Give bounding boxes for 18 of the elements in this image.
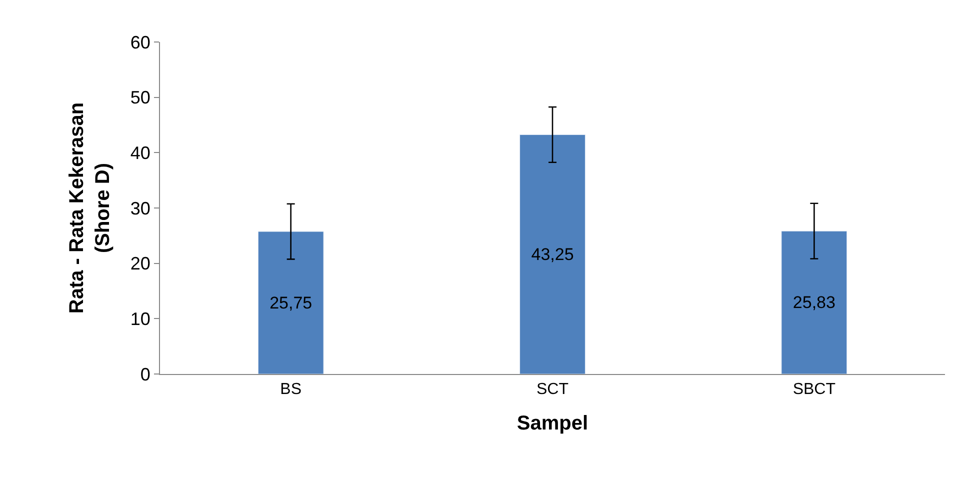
y-tick-label: 0: [140, 364, 150, 384]
x-axis-title: Sampel: [516, 412, 588, 435]
y-tick-label: 60: [130, 32, 150, 52]
y-tick-label: 40: [130, 142, 150, 163]
y-tick-label: 30: [130, 198, 150, 218]
data-label: 43,25: [531, 244, 574, 264]
data-label: 25,83: [792, 293, 836, 312]
y-axis-title: Rata - Rata Kekerasan (Shore D): [66, 102, 114, 314]
x-tick-label: SBCT: [792, 381, 836, 398]
y-tick-label: 10: [130, 308, 150, 329]
bar: [258, 231, 324, 374]
bar: [781, 230, 848, 374]
x-tick-label: SCT: [536, 381, 569, 398]
bar: [520, 134, 586, 374]
data-label: 25,75: [270, 293, 312, 312]
x-tick-label: BS: [280, 381, 302, 398]
y-tick-label: 20: [130, 254, 150, 274]
y-tick-label: 50: [130, 88, 150, 108]
